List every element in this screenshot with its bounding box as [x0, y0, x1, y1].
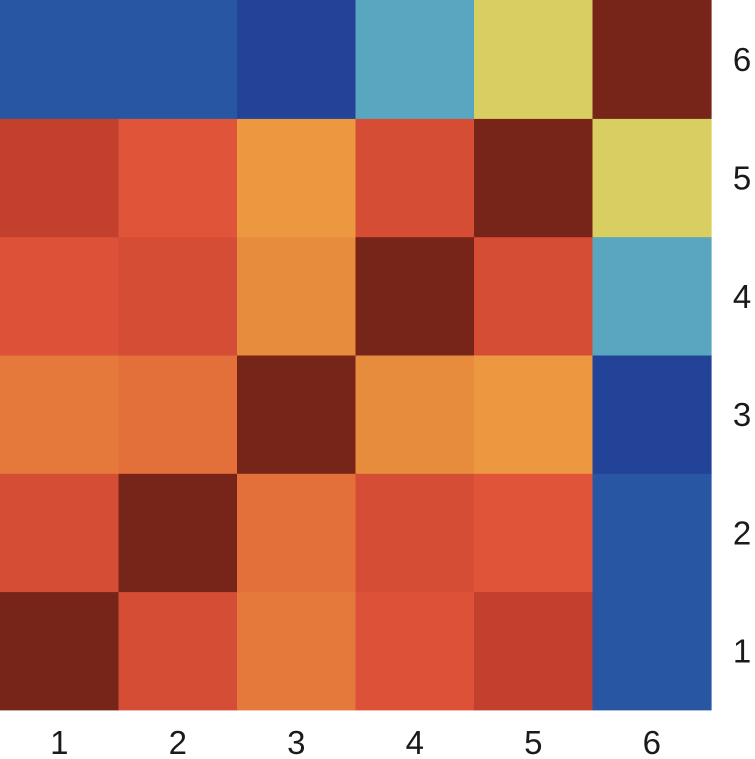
heatmap-cell-1-3	[0, 354, 120, 474]
x-axis-tick-labels: 1 2 3 4 5 6	[50, 724, 661, 759]
heatmap-cell-3-4	[237, 236, 357, 356]
heatmap-cell-1-6	[0, 0, 120, 119]
heatmap-cell-1-5	[0, 118, 120, 238]
heatmap-cell-5-5	[474, 118, 594, 238]
heatmap-cell-3-5	[237, 118, 357, 238]
x-tick-label: 5	[524, 724, 542, 759]
heatmap-cell-3-2	[237, 473, 357, 593]
heatmap-cell-5-2	[474, 473, 594, 593]
heatmap-cell-6-4	[592, 236, 712, 356]
heatmap-cell-5-1	[474, 591, 594, 711]
y-axis-tick-labels: 1 2 3 4 5 6	[733, 41, 751, 670]
heatmap-cell-5-6	[474, 0, 594, 119]
heatmap-cell-1-2	[0, 473, 120, 593]
heatmap-cell-4-6	[355, 0, 475, 119]
heatmap-cell-4-1	[355, 591, 475, 711]
heatmap-cell-6-5	[592, 118, 712, 238]
y-tick-label: 6	[733, 41, 751, 78]
heatmap-cell-6-2	[592, 473, 712, 593]
heatmap-cell-4-3	[355, 354, 475, 474]
x-tick-label: 3	[287, 724, 305, 759]
heatmap-cell-2-3	[118, 354, 238, 474]
heatmap-cell-1-4	[0, 236, 120, 356]
heatmap-cell-4-2	[355, 473, 475, 593]
heatmap-cell-5-4	[474, 236, 594, 356]
heatmap-cell-5-3	[474, 354, 594, 474]
heatmap-cell-3-1	[237, 591, 357, 711]
heatmap-cells	[0, 0, 712, 711]
x-tick-label: 2	[169, 724, 187, 759]
heatmap-cell-3-6	[237, 0, 357, 119]
y-tick-label: 4	[733, 278, 751, 315]
heatmap-cell-2-4	[118, 236, 238, 356]
heatmap-cell-1-1	[0, 591, 120, 711]
heatmap-cell-4-5	[355, 118, 475, 238]
heatmap-cell-6-6	[592, 0, 712, 119]
x-tick-label: 1	[50, 724, 68, 759]
heatmap-cell-6-3	[592, 354, 712, 474]
y-tick-label: 3	[733, 396, 751, 433]
y-tick-label: 1	[733, 633, 751, 670]
heatmap-cell-2-2	[118, 473, 238, 593]
x-tick-label: 4	[406, 724, 424, 759]
y-tick-label: 5	[733, 159, 751, 196]
y-tick-label: 2	[733, 514, 751, 551]
heatmap-cell-4-4	[355, 236, 475, 356]
x-tick-label: 6	[643, 724, 661, 759]
heatmap-cell-2-5	[118, 118, 238, 238]
heatmap-cell-3-3	[237, 354, 357, 474]
heatmap-cell-6-1	[592, 591, 712, 711]
heatmap-cell-2-1	[118, 591, 238, 711]
heatmap-cell-2-6	[118, 0, 238, 119]
